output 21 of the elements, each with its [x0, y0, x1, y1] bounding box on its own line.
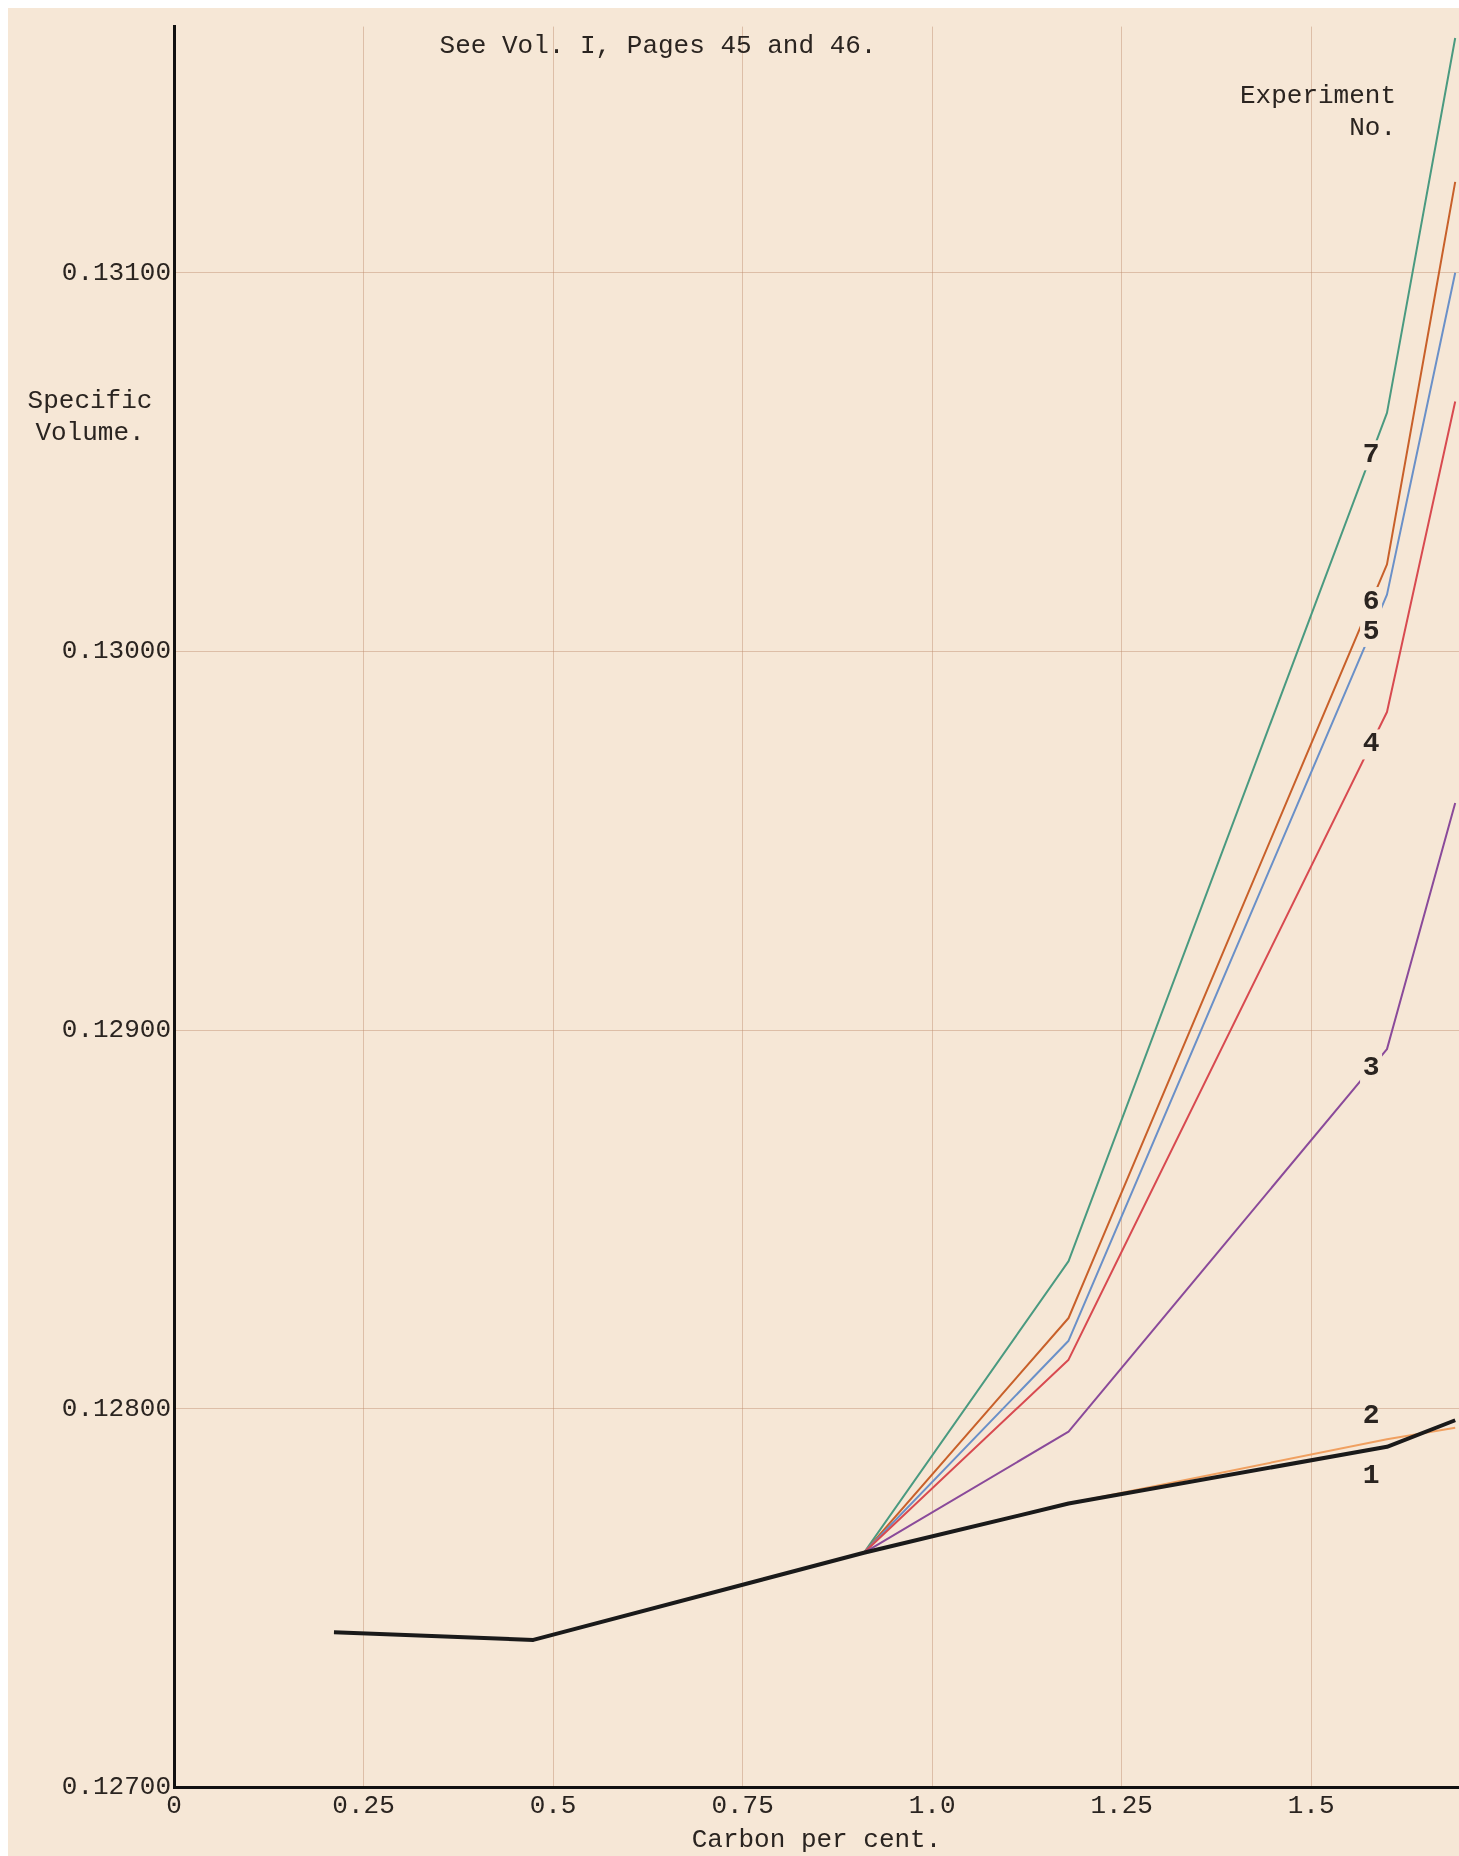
series-label: 4: [1362, 728, 1380, 760]
y-tick-label: 0.13000: [61, 636, 171, 667]
series-label: 1: [1362, 1459, 1380, 1491]
y-tick-label: 0.13100: [61, 257, 171, 288]
x-tick-label: 0.75: [711, 1791, 774, 1822]
x-axis-title: Carbon per cent.: [691, 1825, 942, 1856]
y-axis-title: Specific Volume.: [27, 386, 153, 448]
y-tick-label: 0.12900: [61, 1015, 171, 1046]
series-label: 5: [1362, 616, 1380, 648]
x-tick-label: 1.0: [908, 1791, 956, 1822]
x-tick-label: 0.5: [529, 1791, 577, 1822]
x-tick-label: 1.5: [1287, 1791, 1335, 1822]
series-label: 3: [1362, 1052, 1380, 1084]
x-tick-label: 0.25: [332, 1791, 395, 1822]
annotation: See Vol. I, Pages 45 and 46.: [439, 31, 877, 61]
series-label: 6: [1362, 586, 1380, 618]
y-tick-label: 0.12800: [61, 1393, 171, 1424]
series-label: 7: [1362, 439, 1380, 471]
legend-title: Experiment No.: [1239, 81, 1396, 143]
x-tick-label: 1.25: [1090, 1791, 1153, 1822]
series-label: 2: [1362, 1400, 1380, 1432]
